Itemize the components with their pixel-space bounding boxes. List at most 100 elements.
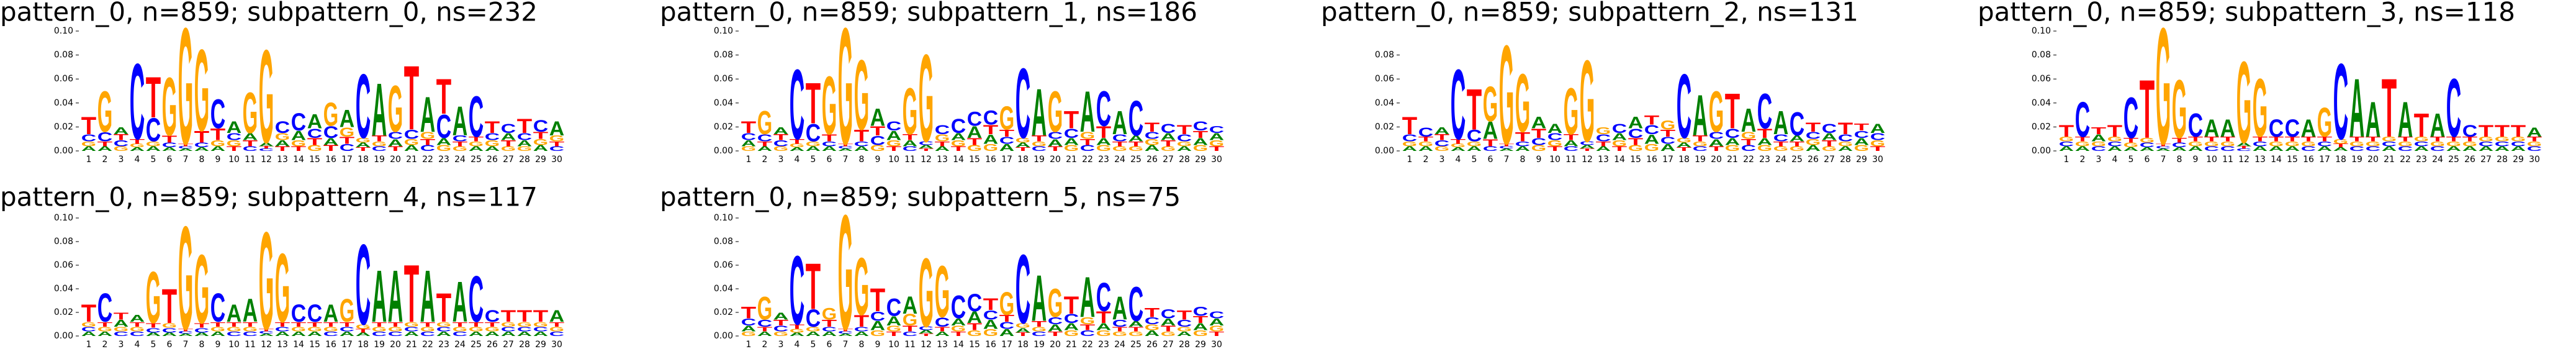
logo-letter: G xyxy=(773,330,788,338)
logo-letter: G xyxy=(1096,329,1111,338)
logo-letter: T xyxy=(259,145,274,149)
logo-letter: C xyxy=(2398,145,2413,153)
logo-letter: T xyxy=(501,139,516,148)
logo-letter: A xyxy=(854,330,869,338)
logo-letter: C xyxy=(1854,129,1869,140)
logo-letter: A xyxy=(1193,321,1208,332)
logo-letter: T xyxy=(838,143,853,147)
logo-letter: T xyxy=(275,145,290,152)
logo-letter: T xyxy=(259,329,274,332)
logo-letter: C xyxy=(1096,275,1111,320)
logo-letter: A xyxy=(2269,145,2284,153)
y-tick-label: 0.08 xyxy=(1375,50,1394,60)
logo-letter: C xyxy=(1064,311,1079,326)
logo-letter: T xyxy=(1096,123,1112,142)
logo-letter: C xyxy=(420,144,435,153)
logo-letter: G xyxy=(356,323,371,330)
logo-letter: T xyxy=(886,145,902,152)
logo-letter: A xyxy=(227,300,241,327)
logo-letter: T xyxy=(2414,107,2430,144)
logo-letter: G xyxy=(1467,140,1482,148)
x-tick-label: 20 xyxy=(390,155,401,165)
logo-letter: T xyxy=(2301,135,2317,143)
logo-letter: G xyxy=(243,325,258,333)
logo-letter: C xyxy=(1080,144,1095,153)
logo-letter: T xyxy=(1161,324,1176,334)
logo-letter: C xyxy=(420,330,435,338)
logo-letter: A xyxy=(741,139,756,148)
panel-title: pattern_0, n=859; subpattern_0, ns=232 xyxy=(0,0,538,27)
x-tick-label: 19 xyxy=(1034,340,1045,350)
logo-letter: A xyxy=(1547,121,1562,136)
logo-letter: A xyxy=(323,136,338,147)
logo-letter: G xyxy=(1418,140,1433,148)
x-tick-label: 27 xyxy=(1163,155,1174,165)
logo-letter: C xyxy=(1515,140,1530,148)
logo-letter: A xyxy=(1402,145,1417,153)
logo-letter: G xyxy=(1064,143,1079,153)
logo-letter: C xyxy=(469,263,484,337)
x-tick-label: 14 xyxy=(953,155,964,165)
y-tick-label: 0.06 xyxy=(54,260,73,270)
logo-letter: G xyxy=(114,325,128,333)
logo-letter: A xyxy=(1128,320,1143,329)
x-tick-label: 1 xyxy=(86,340,92,350)
logo-letter: T xyxy=(436,70,452,125)
logo-letter: A xyxy=(2317,145,2332,153)
logo-letter: T xyxy=(2220,135,2236,143)
logo-letter: T xyxy=(1128,140,1144,148)
y-tick-label: 0.06 xyxy=(1375,74,1394,84)
logo-letter: G xyxy=(1757,143,1772,153)
x-tick-label: 16 xyxy=(1646,155,1657,165)
logo-letter: T xyxy=(1112,325,1128,333)
x-tick-label: 30 xyxy=(2529,155,2540,165)
logo-letter: C xyxy=(372,145,387,153)
x-tick-label: 27 xyxy=(1163,340,1174,350)
x-tick-label: 6 xyxy=(167,340,173,350)
logo-letter: A xyxy=(307,110,322,132)
x-tick-label: 4 xyxy=(135,340,140,350)
x-tick-label: 16 xyxy=(2303,155,2314,165)
logo-letter: C xyxy=(469,84,484,149)
logo-letter: T xyxy=(951,145,966,152)
logo-letter: G xyxy=(1032,140,1047,148)
logo-letter: T xyxy=(2349,135,2365,143)
logo-letter: T xyxy=(903,324,917,334)
x-tick-label: 20 xyxy=(390,340,401,350)
logo-letter: T xyxy=(485,321,500,329)
x-tick-label: 6 xyxy=(827,155,832,165)
logo-letter: C xyxy=(2414,140,2429,148)
x-tick-label: 4 xyxy=(795,155,800,165)
x-tick-label: 18 xyxy=(358,155,369,165)
logo-letter: G xyxy=(146,140,161,148)
logo-letter: C xyxy=(1161,306,1176,321)
logo-letter: T xyxy=(340,321,355,329)
logo-letter: A xyxy=(114,317,128,329)
logo-letter: T xyxy=(1451,138,1466,145)
logo-letter: G xyxy=(1790,145,1804,152)
x-tick-label: 13 xyxy=(937,340,948,350)
logo-letter: T xyxy=(1032,319,1047,329)
logo-letter: G xyxy=(886,324,901,334)
logo-letter: A xyxy=(485,145,500,153)
x-tick-label: 30 xyxy=(1211,155,1222,165)
y-tick-label: 0.06 xyxy=(2032,74,2051,84)
logo-letter: T xyxy=(773,318,788,327)
x-tick-label: 14 xyxy=(953,340,964,350)
logo-letter: C xyxy=(886,294,901,321)
logo-letter: T xyxy=(2269,135,2284,143)
x-tick-label: 22 xyxy=(1082,340,1093,350)
logo-letter: A xyxy=(420,87,435,143)
x-tick-label: 17 xyxy=(1662,155,1673,165)
logo-letter: A xyxy=(790,332,805,337)
logo-letter: A xyxy=(501,131,516,142)
logo-letter: G xyxy=(2317,100,2332,146)
logo-letter: G xyxy=(340,125,354,140)
x-tick-label: 26 xyxy=(1808,155,1819,165)
logo-letter: A xyxy=(2285,145,2300,153)
x-tick-label: 8 xyxy=(2177,155,2182,165)
logo-letter: T xyxy=(2382,61,2397,154)
x-tick-label: 15 xyxy=(1630,155,1641,165)
logo-letter: G xyxy=(822,306,837,324)
